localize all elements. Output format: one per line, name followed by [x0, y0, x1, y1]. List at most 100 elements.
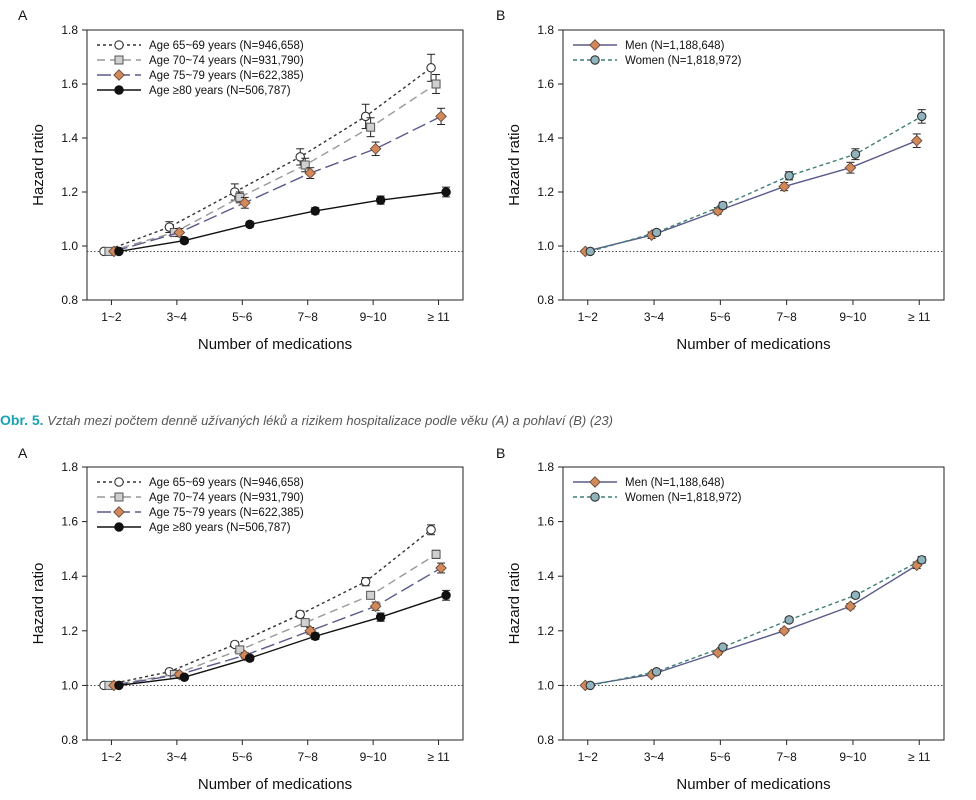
series-line	[113, 115, 442, 253]
data-point	[431, 79, 441, 89]
data-point	[441, 187, 451, 197]
legend-marker	[114, 477, 124, 487]
x-tick-label: ≥ 11	[427, 750, 450, 764]
legend-label: Men (N=1,188,648)	[625, 40, 725, 52]
data-point	[366, 590, 376, 600]
x-tick-label: ≥ 11	[908, 750, 931, 764]
data-point	[369, 600, 382, 613]
y-tick-label: 0.8	[61, 293, 78, 307]
x-tick-label: 1~2	[578, 750, 599, 764]
y-tick-label: 1.4	[61, 569, 78, 583]
data-point	[238, 196, 251, 209]
legend-marker	[114, 492, 124, 502]
panel-label: B	[496, 7, 505, 23]
x-tick-label: 1~2	[578, 310, 599, 324]
legend: Men (N=1,188,648) Women (N=1,818,972)	[573, 476, 742, 504]
data-point	[245, 219, 255, 230]
data-point	[375, 195, 386, 205]
y-tick-label: 1.0	[61, 678, 78, 692]
data-point	[375, 612, 386, 622]
y-tick-label: 1.0	[537, 239, 554, 253]
legend-label: Age ≥80 years (N=506,787)	[149, 522, 291, 534]
x-axis-label: Number of medications	[198, 776, 352, 793]
data-point	[360, 111, 371, 122]
data-point	[784, 615, 794, 625]
series-line	[103, 529, 432, 687]
y-tick-label: 1.0	[537, 678, 554, 692]
legend-label: Age 65~69 years (N=946,658)	[149, 40, 304, 52]
data-point	[431, 549, 441, 559]
data-point	[304, 167, 317, 179]
series-line	[590, 559, 923, 687]
chart-panel-4: B 0.8 1.0 1.2 1.4 1.6 1.8 1~2 3~4 5~6 7~8 9~10 ≥ 11 N…	[496, 445, 945, 793]
data-point	[784, 171, 794, 181]
legend-label: Age 75~79 years (N=622,385)	[149, 70, 304, 82]
data-point	[844, 600, 857, 613]
y-tick-label: 1.6	[537, 77, 554, 91]
legend-marker	[590, 55, 600, 65]
data-point	[441, 590, 451, 601]
series-line	[108, 553, 437, 687]
data-point	[245, 653, 255, 663]
series-line	[118, 594, 447, 687]
chart-panel-2: B 0.8 1.0 1.2 1.4 1.6 1.8 1~2 3~4 5~6 7~8 9~10 ≥ 11 N…	[496, 7, 945, 353]
series-4	[114, 186, 451, 257]
x-tick-label: 9~10	[839, 750, 866, 764]
y-tick-label: 1.4	[537, 131, 554, 145]
data-point	[435, 110, 447, 123]
caption-text: Vztah mezi počtem denně užívaných léků a…	[47, 413, 613, 428]
figure-caption: Obr. 5. Vztah mezi počtem denně užívanýc…	[0, 412, 976, 432]
x-tick-label: 1~2	[101, 750, 122, 764]
data-point	[179, 235, 190, 246]
data-point	[310, 206, 320, 216]
y-axis-label: Hazard ratio	[30, 563, 47, 645]
series-4	[114, 589, 451, 691]
data-point	[360, 576, 371, 587]
data-point	[910, 134, 923, 147]
x-axis-label: Number of medications	[676, 776, 830, 793]
y-tick-label: 0.8	[537, 733, 554, 747]
legend-marker	[590, 492, 600, 502]
x-tick-label: 3~4	[644, 310, 665, 324]
x-tick-label: ≥ 11	[427, 310, 450, 324]
x-tick-label: 5~6	[232, 750, 253, 764]
chart-panel-3: A 0.8 1.0 1.2 1.4 1.6 1.8 1~2 3~4 5~6 7~8 9~10 ≥ 11 N…	[18, 445, 464, 793]
data-point	[300, 160, 310, 170]
x-tick-label: 9~10	[360, 750, 387, 764]
data-point	[651, 666, 662, 677]
x-tick-label: 3~4	[167, 750, 188, 764]
data-point	[304, 624, 317, 637]
panel-label: A	[18, 445, 28, 461]
y-tick-label: 1.6	[537, 515, 554, 529]
legend-label: Age 65~69 years (N=946,658)	[149, 477, 304, 489]
caption-lead: Obr. 5.	[0, 412, 44, 428]
y-tick-label: 1.8	[61, 23, 78, 37]
y-tick-label: 0.8	[537, 293, 554, 307]
legend-marker	[114, 40, 124, 50]
series-line	[108, 83, 437, 253]
data-point	[718, 642, 728, 652]
legend-marker	[589, 476, 601, 488]
plot-frame	[86, 466, 464, 741]
legend: Men (N=1,188,648) Women (N=1,818,972)	[573, 39, 742, 67]
series-line	[585, 564, 918, 687]
y-tick-label: 1.8	[61, 460, 78, 474]
y-tick-label: 1.8	[537, 23, 554, 37]
data-point	[173, 226, 186, 239]
x-tick-label: 9~10	[360, 310, 387, 324]
panel-label: B	[496, 445, 505, 461]
x-tick-label: 5~6	[710, 310, 731, 324]
series-2	[104, 549, 441, 690]
x-tick-label: 7~8	[298, 750, 319, 764]
series-1	[579, 133, 923, 258]
data-point	[585, 680, 596, 691]
data-point	[585, 246, 596, 257]
data-point	[435, 562, 447, 574]
legend-marker	[589, 39, 601, 51]
plot-frame	[562, 29, 945, 301]
x-axis-label: Number of medications	[676, 336, 830, 353]
chart-panel-1: A 0.8 1.0 1.2 1.4 1.6 1.8 1~2 3~4 5~6 7~8 9~10 ≥ 11 N…	[18, 7, 464, 353]
panel-label: A	[18, 7, 28, 23]
y-tick-label: 1.4	[61, 131, 78, 145]
